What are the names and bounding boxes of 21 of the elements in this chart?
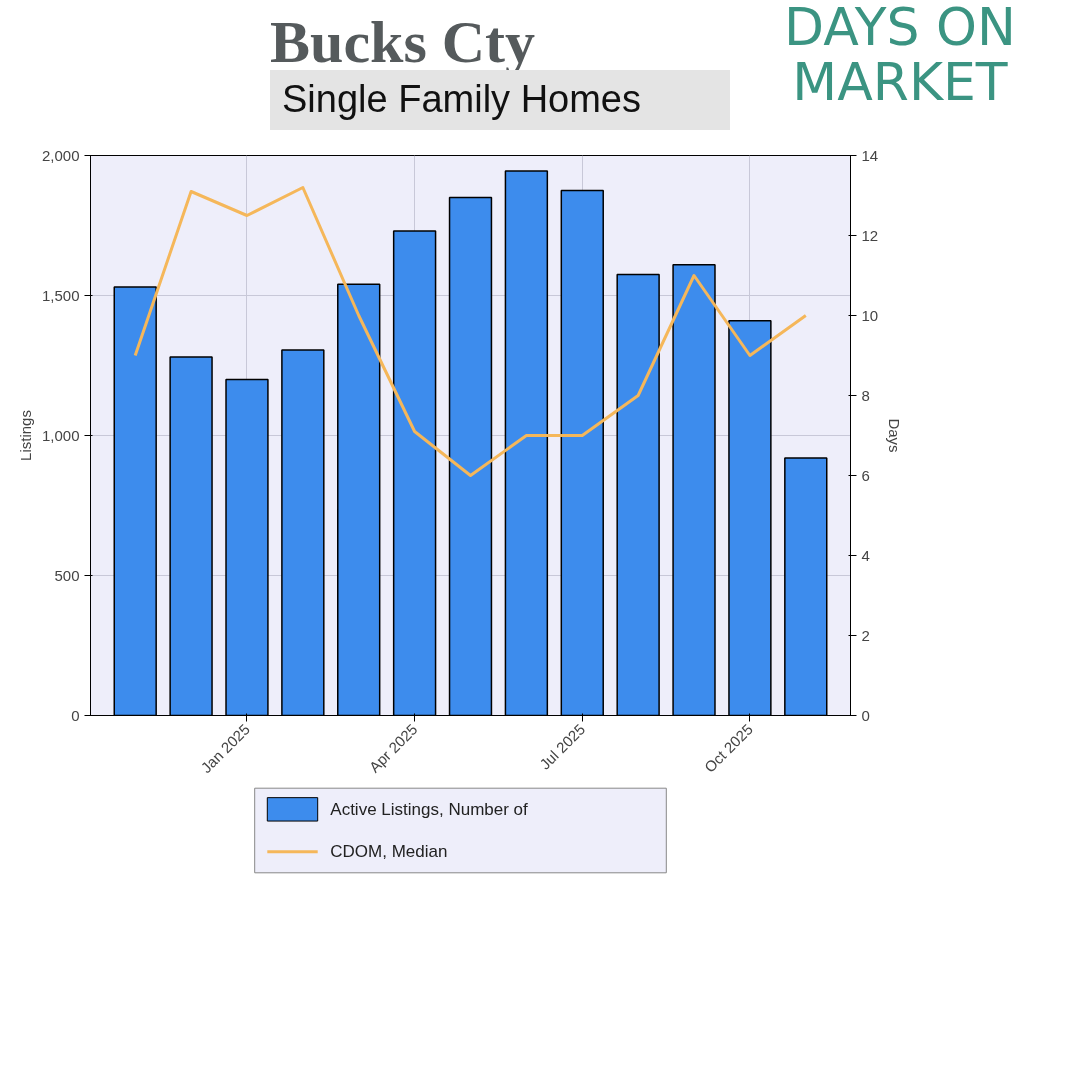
y-axis-title: Listings — [16, 410, 34, 461]
y2-tick-label: 2 — [861, 626, 870, 644]
chart-title: Bucks Cty — [270, 9, 536, 75]
y2-tick-label: 10 — [861, 306, 879, 324]
y2-tick-label: 4 — [861, 546, 870, 564]
line-series — [133, 186, 808, 477]
y-tick-label: 500 — [54, 566, 80, 584]
chart-subtitle: Single Family Homes — [282, 78, 641, 120]
y2-axis-title: Days — [886, 418, 904, 453]
y-tick-label: 1,000 — [41, 426, 80, 444]
text: DAYS ON MARKET — [783, 0, 1017, 112]
legend-label: CDOM, Median — [330, 842, 448, 862]
legend-label: Active Listings, Number of — [330, 799, 529, 819]
y2-tick-label: 8 — [861, 386, 870, 404]
y2-tick-label: 0 — [861, 706, 870, 724]
y2-tick-label: 6 — [861, 466, 870, 484]
y-tick-label: 2,000 — [41, 146, 80, 164]
y2-tick-label: 14 — [861, 146, 879, 164]
y-tick-label: 1,500 — [41, 286, 80, 304]
y2-tick-label: 12 — [861, 226, 879, 244]
y-tick-label: 0 — [71, 706, 80, 724]
